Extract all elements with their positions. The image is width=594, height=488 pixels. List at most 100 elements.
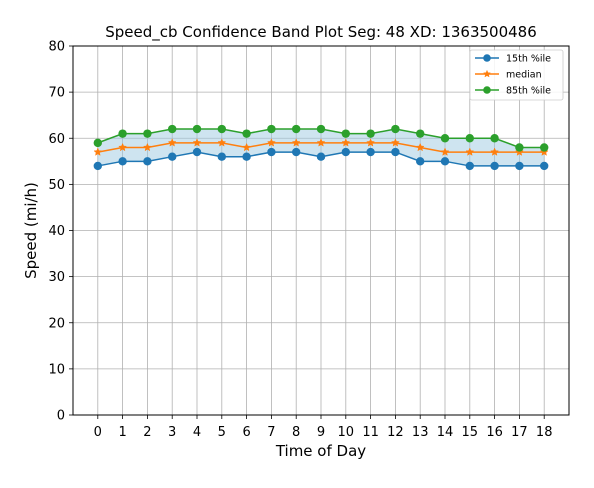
legend-label: 85th %ile	[506, 86, 551, 97]
data-point	[341, 147, 350, 157]
x-tick-label: 11	[362, 425, 379, 440]
data-point	[366, 138, 376, 147]
data-point	[266, 138, 276, 147]
data-point	[168, 152, 177, 161]
data-point	[440, 147, 450, 156]
legend-marker	[483, 86, 491, 94]
data-point	[514, 147, 524, 156]
data-point	[267, 147, 276, 157]
x-tick-label: 4	[193, 425, 201, 440]
x-tick-label: 12	[387, 425, 404, 440]
data-point	[242, 142, 252, 152]
grid	[73, 45, 569, 416]
data-point	[291, 138, 301, 147]
y-tick-label: 80	[48, 40, 65, 55]
data-point	[416, 157, 425, 166]
x-tick-label: 2	[143, 425, 151, 440]
y-tick-label: 70	[48, 86, 65, 101]
x-tick-label: 7	[267, 425, 275, 440]
data-point	[515, 143, 524, 152]
data-point	[242, 152, 251, 161]
data-point	[93, 161, 103, 171]
data-point	[341, 138, 351, 147]
x-tick-label: 17	[511, 425, 528, 440]
data-point	[143, 157, 152, 166]
y-tick-label: 40	[48, 224, 65, 239]
y-tick-label: 0	[57, 409, 65, 424]
data-point	[440, 134, 450, 143]
data-point	[192, 124, 202, 134]
data-point	[242, 129, 251, 138]
legend-marker	[482, 69, 492, 78]
data-point	[416, 129, 425, 138]
data-point	[93, 147, 103, 156]
x-tick-label: 14	[437, 425, 454, 440]
y-tick-label: 20	[48, 316, 65, 331]
y-axis-label: Speed (mi/h)	[22, 182, 40, 279]
x-tick-label: 0	[94, 425, 102, 440]
data-point	[366, 129, 375, 138]
series-15th-ile	[93, 147, 549, 171]
data-point	[490, 147, 500, 156]
data-point	[391, 147, 400, 157]
x-tick-label: 1	[118, 425, 126, 440]
data-point	[316, 152, 326, 161]
x-tick-label: 18	[536, 425, 553, 440]
x-tick-label: 3	[168, 425, 176, 440]
data-point	[515, 161, 524, 171]
chart-title: Speed_cb Confidence Band Plot Seg: 48 XD…	[105, 23, 537, 42]
series-layer	[93, 124, 549, 171]
data-point	[440, 157, 450, 166]
x-tick-label: 15	[462, 425, 479, 440]
data-point	[465, 134, 474, 143]
y-tick-label: 10	[48, 362, 65, 377]
legend-marker	[483, 54, 491, 62]
legend-box	[469, 49, 564, 101]
data-point	[217, 124, 226, 134]
data-point	[490, 134, 499, 143]
y-axis: 0 10 20 30 40 50 60 70 80	[48, 40, 73, 424]
data-point	[167, 138, 177, 147]
x-tick-label: 9	[317, 425, 325, 440]
data-point	[192, 147, 202, 157]
data-point	[192, 138, 202, 147]
data-point	[540, 143, 549, 152]
data-point	[415, 142, 425, 152]
data-point	[267, 124, 276, 134]
x-axis-label: Time of Day	[275, 442, 366, 460]
data-point	[292, 124, 301, 134]
data-point	[93, 138, 103, 148]
legend-label: median	[506, 70, 542, 81]
data-point	[316, 124, 326, 134]
y-tick-label: 30	[48, 270, 65, 285]
x-tick-label: 8	[292, 425, 300, 440]
data-point	[465, 147, 475, 156]
data-point	[366, 147, 375, 157]
data-point	[490, 161, 499, 171]
data-point	[118, 157, 127, 166]
series-85th-ile	[93, 124, 549, 152]
x-tick-label: 13	[412, 425, 429, 440]
data-point	[539, 147, 549, 156]
data-point	[292, 147, 301, 157]
series-median	[93, 138, 549, 156]
data-point	[390, 138, 400, 147]
data-point	[465, 161, 474, 171]
data-point	[217, 138, 227, 147]
x-axis: 0 1 2 3 4 5 6 7 8 9 10 11 12 13 14 15 16 17 18	[94, 415, 553, 440]
y-tick-label: 50	[48, 178, 65, 193]
data-point	[341, 129, 350, 138]
data-point	[143, 129, 152, 138]
legend: 15th %ile median 85th %ile	[469, 49, 564, 101]
data-point	[142, 142, 152, 152]
confidence-band-fill	[97, 129, 545, 166]
data-point	[316, 138, 326, 147]
data-point	[391, 124, 400, 134]
x-tick-label: 6	[242, 425, 250, 440]
confidence-band	[97, 129, 545, 166]
y-tick-label: 60	[48, 132, 65, 147]
x-tick-label: 5	[218, 425, 226, 440]
x-tick-label: 10	[338, 425, 355, 440]
data-point	[118, 142, 128, 152]
